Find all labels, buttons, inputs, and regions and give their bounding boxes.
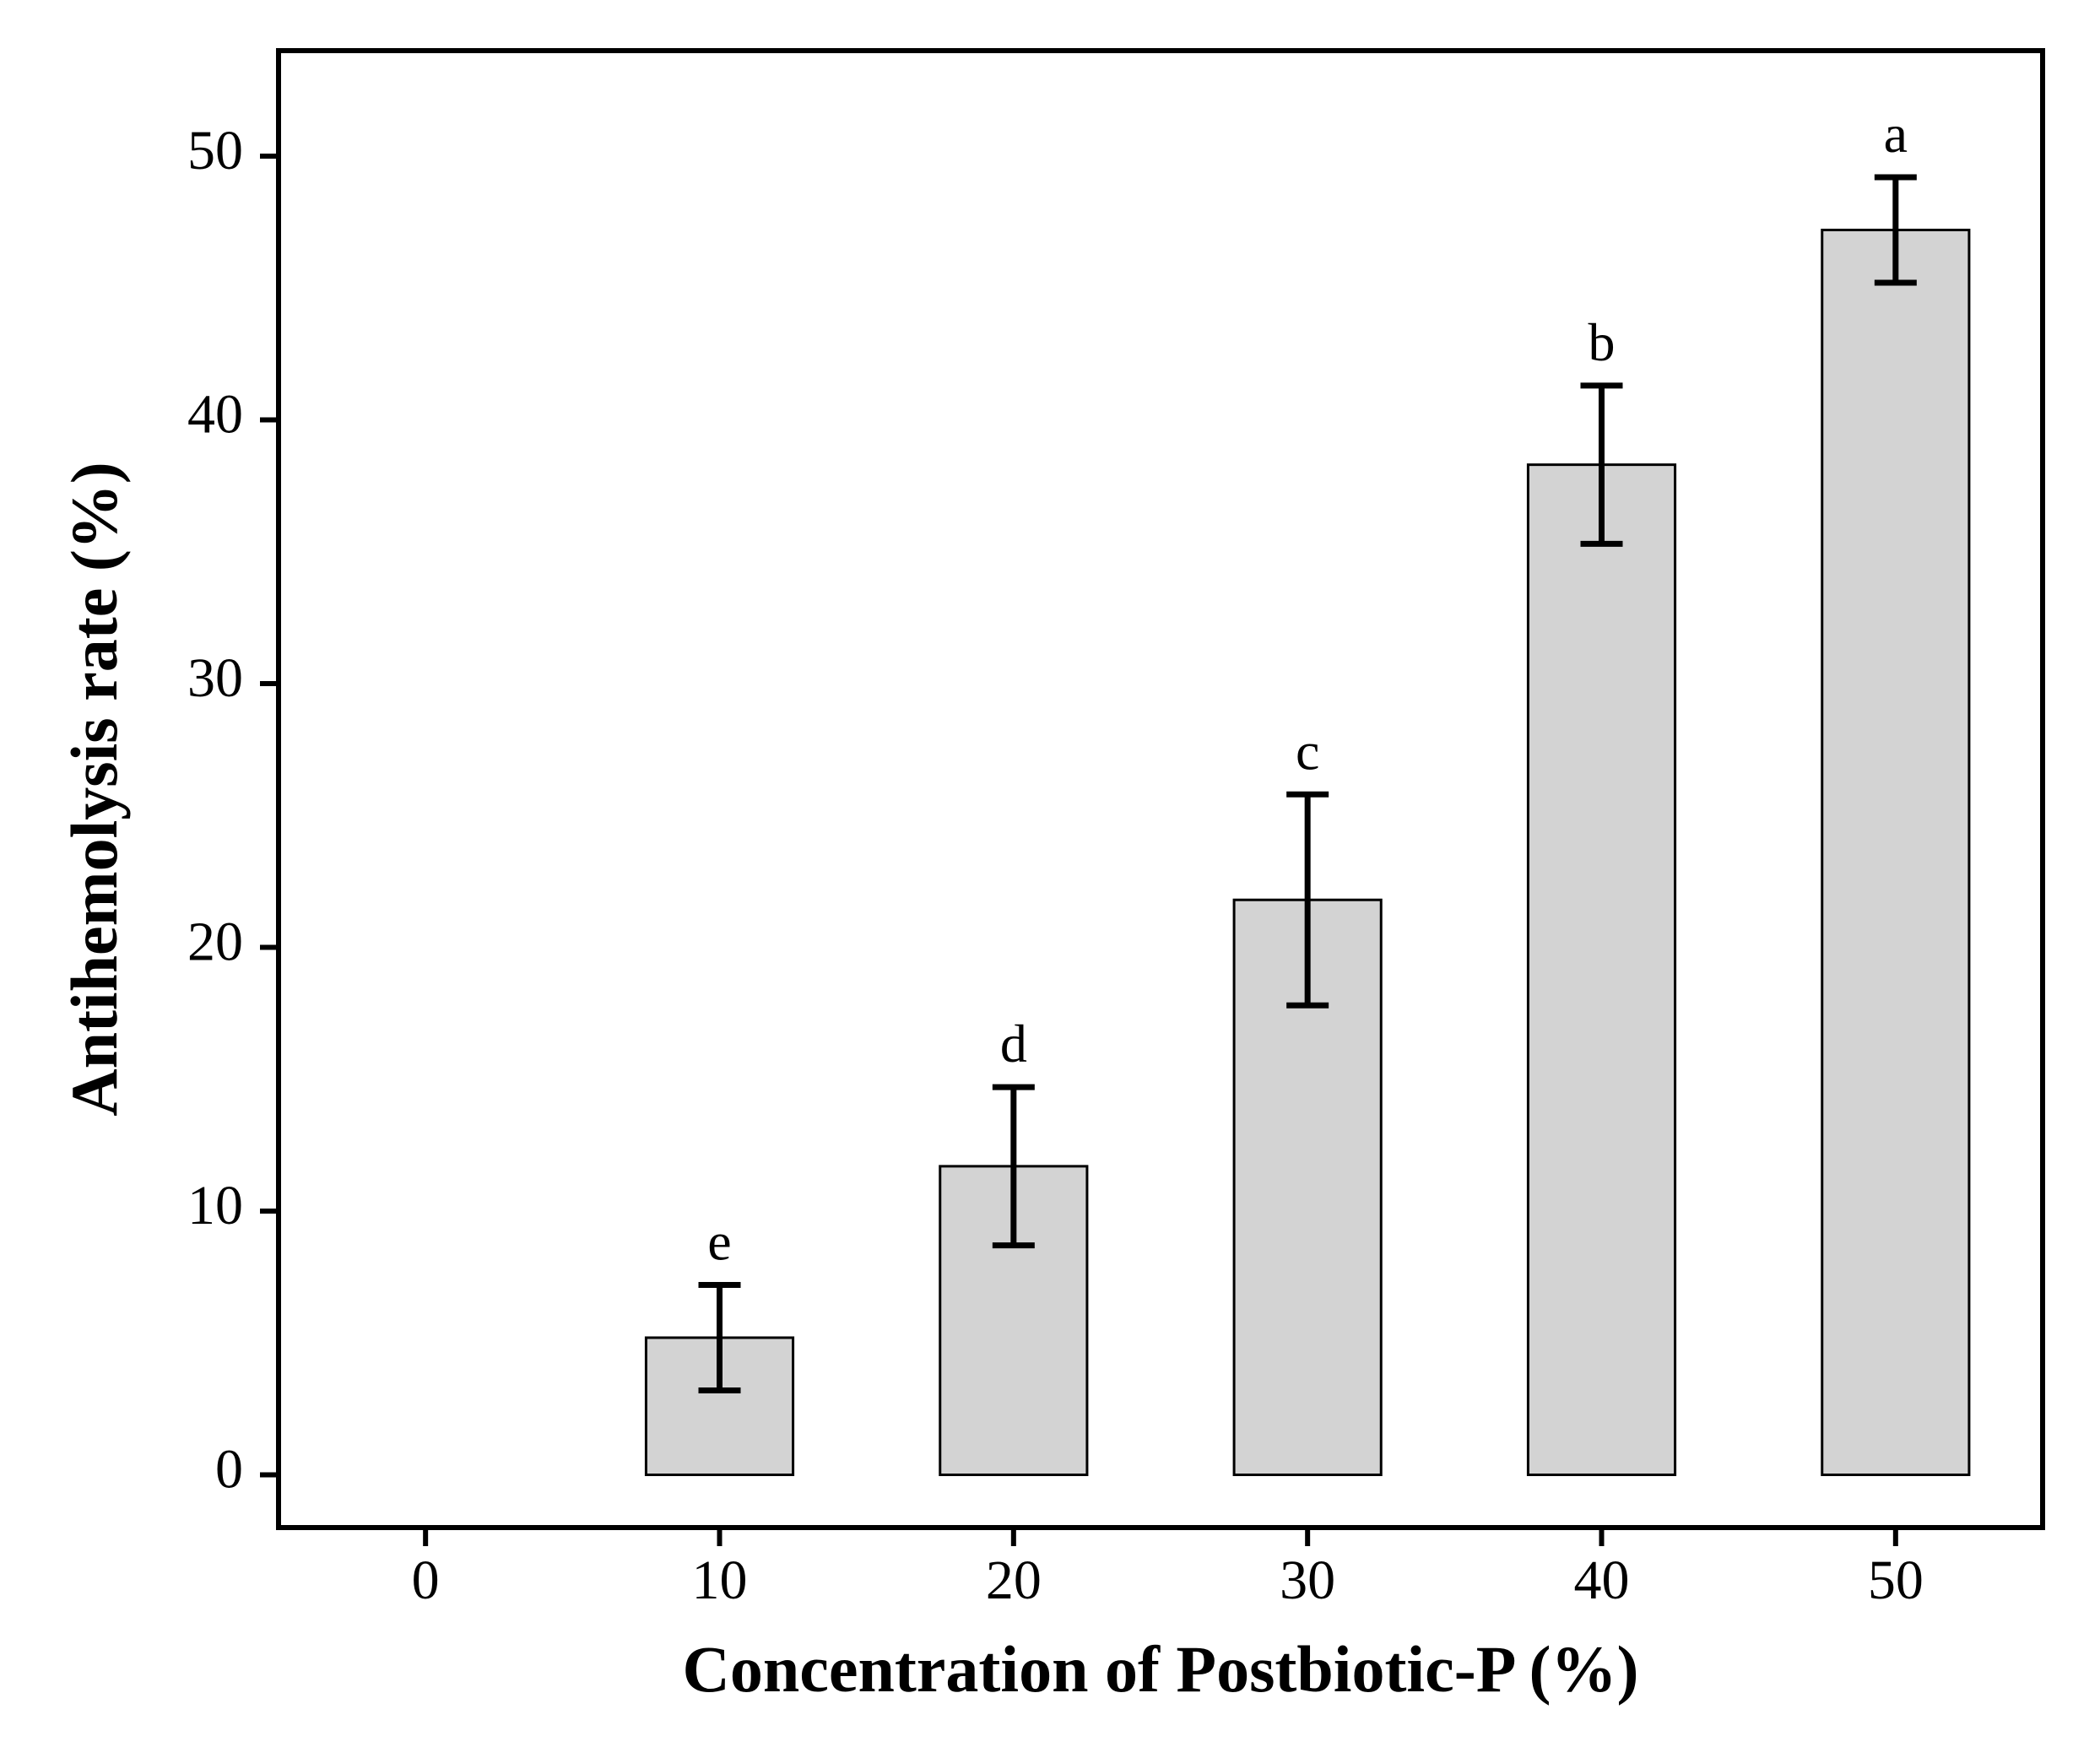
significance-label: b bbox=[1589, 312, 1616, 372]
significance-label: d bbox=[1000, 1014, 1027, 1074]
y-tick-label: 20 bbox=[187, 911, 243, 973]
x-tick-label: 0 bbox=[412, 1550, 440, 1611]
y-axis-title: Antihemolysis rate (%) bbox=[57, 462, 131, 1117]
y-tick-label: 40 bbox=[187, 384, 243, 446]
y-tick-label: 0 bbox=[215, 1439, 243, 1501]
x-tick-label: 30 bbox=[1280, 1550, 1335, 1611]
significance-label: a bbox=[1884, 104, 1908, 164]
x-tick-label: 10 bbox=[692, 1550, 748, 1611]
y-tick-label: 30 bbox=[187, 647, 243, 709]
bar bbox=[1528, 465, 1675, 1475]
bar bbox=[1822, 230, 1969, 1475]
x-tick-label: 50 bbox=[1868, 1550, 1924, 1611]
y-tick-label: 50 bbox=[187, 120, 243, 181]
significance-label: e bbox=[707, 1212, 731, 1272]
chart-svg: 0 10 20 30 40 50 0 10 20 30 40 50 e d c b a Concentration… bbox=[0, 0, 2100, 1747]
bar-chart: 0 10 20 30 40 50 0 10 20 30 40 50 e d c b a Concentration… bbox=[0, 0, 2100, 1747]
y-tick-label: 10 bbox=[187, 1175, 243, 1236]
significance-label: c bbox=[1296, 721, 1319, 781]
x-axis-title: Concentration of Postbiotic-P (%) bbox=[683, 1632, 1639, 1706]
x-tick-label: 40 bbox=[1574, 1550, 1630, 1611]
chart-background bbox=[0, 0, 2100, 1747]
x-tick-label: 20 bbox=[986, 1550, 1042, 1611]
